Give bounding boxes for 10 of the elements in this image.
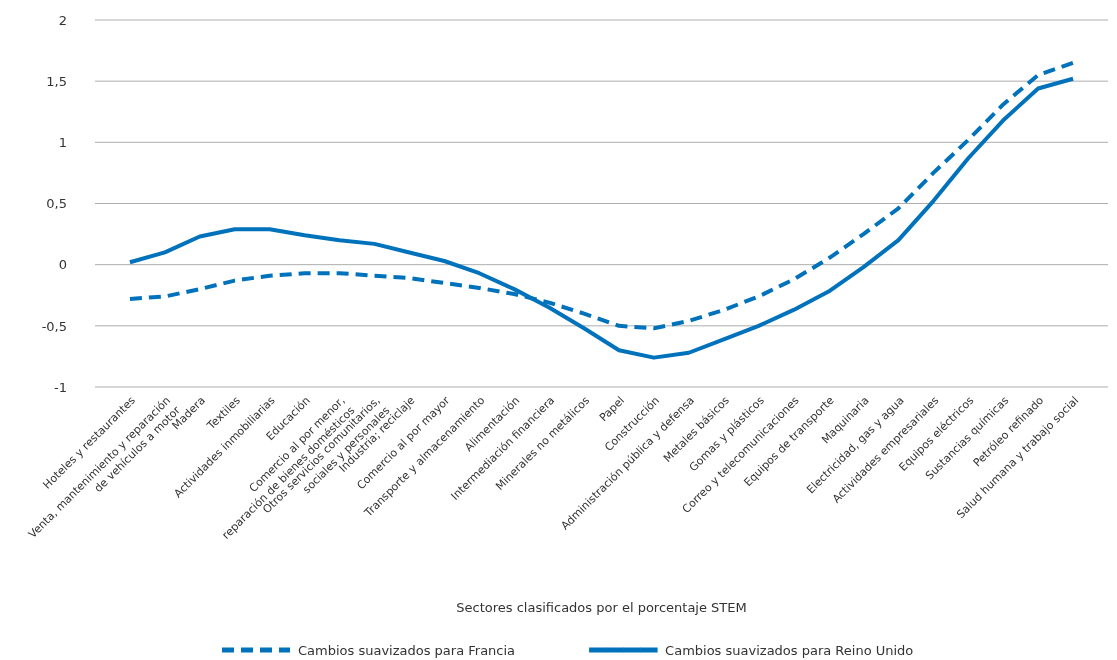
- y-tick-label: 2: [58, 12, 67, 28]
- legend-label: Cambios suavizados para Reino Unido: [665, 643, 914, 658]
- y-tick-label: 1: [58, 134, 67, 150]
- y-tick-label: 0,5: [46, 196, 67, 212]
- x-axis-title: Sectores clasificados por el porcentaje STEM: [456, 600, 747, 615]
- y-tick-label: -1: [54, 379, 67, 395]
- y-tick-label: 1,5: [46, 73, 67, 89]
- legend-label: Cambios suavizados para Francia: [298, 643, 516, 658]
- y-tick-label: 0: [58, 257, 67, 273]
- y-tick-label: -0,5: [41, 318, 67, 334]
